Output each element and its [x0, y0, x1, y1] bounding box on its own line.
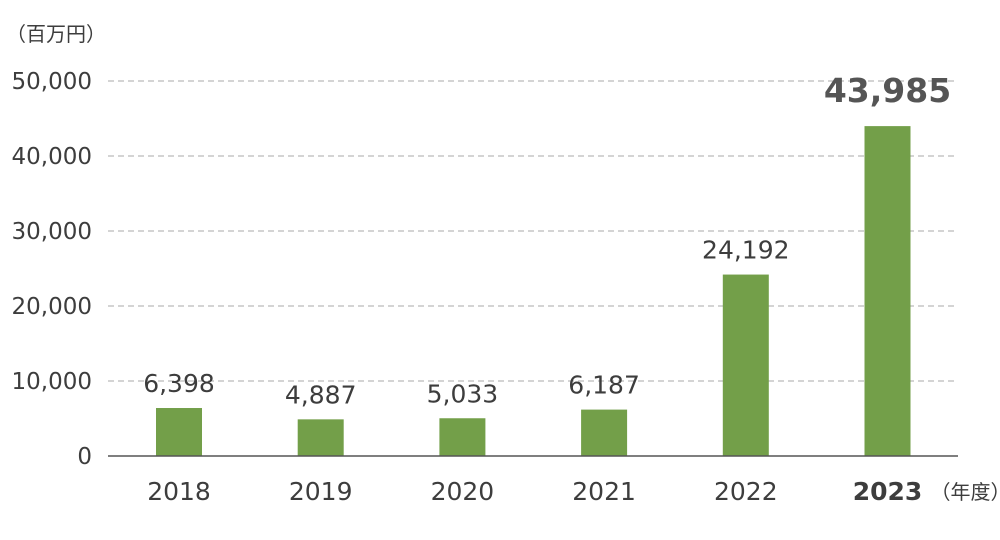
x-tick-label: 2019	[289, 477, 353, 506]
labels: 0 10,000 20,000 30,000 40,000 50,000 6,398 2018…	[12, 69, 1000, 506]
data-label: 5,033	[427, 379, 499, 408]
bar	[439, 418, 486, 456]
x-tick-label: 2020	[431, 477, 495, 506]
bar	[864, 126, 911, 457]
x-tick-label: 2022	[714, 477, 778, 506]
x-tick-label: 2018	[147, 477, 211, 506]
data-label: 43,985	[824, 71, 951, 110]
y-tick-label: 0	[77, 444, 92, 470]
data-label: 4,887	[285, 380, 357, 409]
x-axis-unit-label: （年度）	[931, 480, 1000, 504]
x-tick-label: 2021	[572, 477, 636, 506]
bar	[581, 409, 628, 456]
bar	[156, 408, 202, 456]
y-tick-label: 20,000	[12, 294, 92, 320]
data-label: 24,192	[702, 236, 789, 265]
data-label: 6,187	[568, 371, 640, 400]
y-tick-label: 30,000	[12, 219, 92, 245]
y-tick-label: 10,000	[12, 369, 92, 395]
data-label: 6,398	[143, 369, 215, 398]
y-axis-unit-label: （百万円）	[6, 22, 106, 46]
bar	[722, 274, 769, 456]
x-tick-label: 2023	[853, 477, 923, 506]
bar	[297, 419, 344, 456]
grid-lines	[108, 80, 958, 382]
y-tick-label: 40,000	[12, 144, 92, 170]
y-tick-label: 50,000	[12, 69, 92, 95]
bars	[156, 126, 911, 457]
